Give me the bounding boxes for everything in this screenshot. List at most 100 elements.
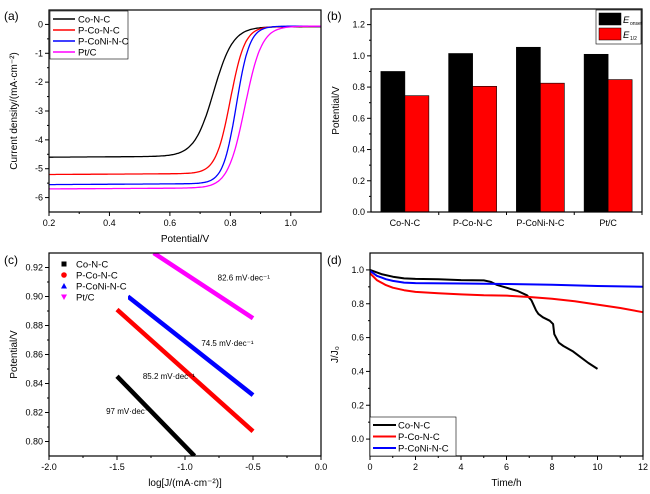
y-tick-label: -5: [35, 164, 43, 174]
bar-e-half: [607, 79, 633, 213]
x-tick-label: P-Co-N-C: [453, 218, 493, 228]
x-tick-label: 10: [592, 462, 602, 472]
panel-a: (a) -6 -5 -4 -3 -2 -1 0 Current density/(mA·cm⁻²…: [4, 9, 322, 245]
legend-label: P-Co-N-C: [76, 271, 118, 282]
panel-c: 97 mV·dec⁻¹ 85.2 mV·dec⁻¹ 74.5 mV·dec⁻¹ 82.…: [4, 252, 328, 489]
series-line-p-coni-n-c: [126, 294, 255, 397]
x-tick-label: 6: [504, 462, 509, 472]
y-tick-label: 0: [38, 19, 43, 29]
x-tick-label: 0.6: [164, 218, 177, 228]
x-tick-label: P-CoNi-N-C: [516, 218, 564, 228]
x-tick-label: -2.0: [41, 462, 57, 472]
series-line-p-coni-n-c: [369, 269, 644, 288]
legend-marker-square: [61, 261, 67, 267]
x-tick-label: 4: [458, 462, 463, 472]
x-tick-label: 1.0: [285, 218, 298, 228]
y-tick-label: -6: [35, 193, 43, 203]
legend-label: Co-N-C: [398, 421, 430, 432]
y-tick-label: 0.0: [351, 434, 364, 444]
series-line-p-co-n-c: [115, 307, 255, 434]
panel-label: (a): [4, 9, 19, 23]
y-axis-label: J/J₀: [330, 346, 341, 363]
x-axis-label: Potential/V: [161, 234, 210, 245]
x-axis-label: Time/h: [491, 478, 521, 489]
legend-label: Pt/C: [78, 48, 97, 59]
y-tick-label: -3: [35, 106, 43, 116]
x-tick-label: 0.8: [224, 218, 237, 228]
legend-label: Pt/C: [76, 293, 95, 304]
y-tick-label: -1: [35, 48, 43, 58]
x-tick-label: 12: [638, 462, 648, 472]
panel-label: (b): [327, 9, 342, 23]
y-tick-label: 0.90: [25, 292, 43, 302]
y-tick-label: -2: [35, 77, 43, 87]
legend-marker-triangle-down: [61, 294, 67, 300]
y-tick-label: 0.6: [352, 113, 365, 123]
x-tick-label: -1.0: [177, 462, 193, 472]
y-tick-label: 0.86: [25, 350, 43, 360]
y-tick-label: 0.2: [352, 176, 365, 186]
x-tick-label: Co-N-C: [390, 218, 421, 228]
series-line-pt-c: [49, 25, 321, 190]
panel-b: Co-N-C P-Co-N-C P-CoNi-N-C Pt/C (b) 0.0 0.2 0.4…: [327, 8, 643, 228]
legend-subscript: onset: [630, 21, 643, 27]
x-tick-label: 0.2: [43, 218, 56, 228]
legend-swatch: [598, 12, 622, 26]
series-line-co-n-c: [369, 268, 599, 370]
legend-label: P-Co-N-C: [398, 432, 440, 443]
x-tick-label: -0.5: [245, 462, 261, 472]
y-tick-label: 0.4: [352, 145, 365, 155]
y-axis-label: Potential/V: [331, 86, 342, 135]
x-tick-label: Pt/C: [599, 218, 617, 228]
x-tick-label: 0: [367, 462, 372, 472]
panel-d: (d) 0.0 0.2 0.4 0.6 0.8 1.0 J/J₀ 0 2 4 6 8 10 12 Time/h…: [327, 252, 648, 489]
bar-e-onset: [448, 53, 473, 213]
legend-label: E: [623, 30, 630, 41]
legend-label: P-CoNi-N-C: [78, 37, 129, 48]
legend: Co-N-CP-Co-N-CP-CoNi-N-C: [369, 416, 457, 457]
legend-label: P-Co-N-C: [78, 26, 120, 37]
slope-annotation: 97 mV·dec⁻¹: [106, 407, 152, 416]
y-tick-label: 0.2: [351, 400, 364, 410]
y-tick-label: 0.80: [25, 437, 43, 447]
y-tick-label: 0.92: [25, 263, 43, 273]
slope-annotation: 85.2 mV·dec⁻¹: [143, 372, 196, 381]
bar-e-half: [540, 82, 565, 213]
y-axis-label: Potential/V: [9, 330, 20, 379]
legend-label: P-CoNi-N-C: [76, 282, 127, 293]
slope-annotation: 82.6 mV·dec⁻¹: [218, 274, 271, 283]
y-tick-label: 0.8: [352, 82, 365, 92]
slope-annotation: 74.5 mV·dec⁻¹: [201, 339, 254, 348]
y-tick-label: 0.4: [351, 366, 364, 376]
y-tick-label: -4: [35, 135, 43, 145]
y-tick-label: 0.82: [25, 408, 43, 418]
y-tick-label: 1.0: [352, 51, 365, 61]
y-tick-label: 0.6: [351, 333, 364, 343]
y-axis-label: Current density/(mA·cm⁻²): [9, 52, 20, 170]
panel-label: (d): [327, 253, 342, 267]
bar-e-onset: [516, 46, 541, 213]
y-tick-label: 1.2: [352, 20, 365, 30]
y-tick-label: 0.88: [25, 321, 43, 331]
bar-e-half: [472, 85, 497, 213]
legend-marker-triangle-up: [61, 283, 67, 289]
plot-frame: [370, 8, 643, 213]
x-axis-label: log[J/(mA·cm⁻²)]: [148, 478, 222, 489]
y-tick-label: 0.8: [351, 299, 364, 309]
legend-subscript: 1/2: [630, 36, 637, 42]
legend-label: Co-N-C: [76, 260, 108, 271]
x-tick-label: 8: [549, 462, 554, 472]
legend: Co-N-CP-Co-N-CP-CoNi-N-CPt/C: [49, 10, 129, 60]
legend-marker-circle: [61, 272, 67, 278]
y-tick-label: 0.0: [352, 207, 365, 217]
series-line-pt-c: [152, 253, 255, 321]
series-line-co-n-c: [115, 374, 197, 456]
x-tick-label: 0.0: [315, 462, 328, 472]
panel-label: (c): [4, 253, 18, 267]
y-tick-label: 1.0: [351, 265, 364, 275]
legend-label: E: [623, 15, 630, 26]
bar-e-onset: [583, 53, 609, 213]
x-tick-label: 0.4: [103, 218, 116, 228]
